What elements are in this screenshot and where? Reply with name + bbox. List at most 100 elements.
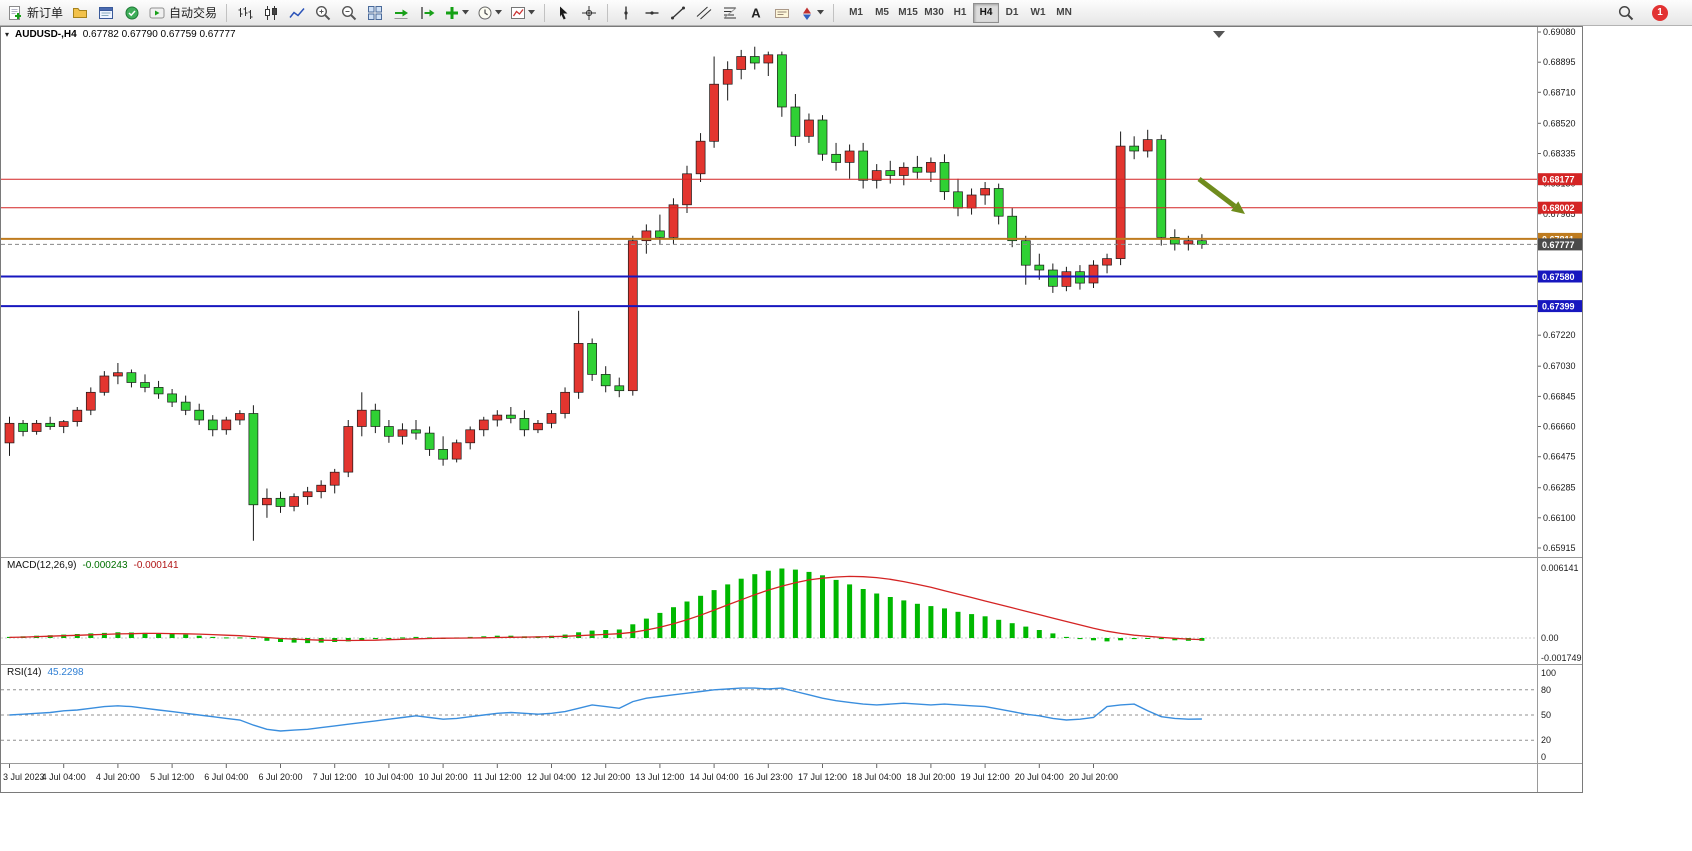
arrow-annotation-head[interactable] <box>1231 201 1245 214</box>
zoom-in-icon <box>316 5 331 20</box>
svg-text:6 Jul 04:00: 6 Jul 04:00 <box>204 772 248 782</box>
auto-trading-icon <box>149 7 165 18</box>
timeframe-mn-button[interactable]: MN <box>1051 3 1077 23</box>
macd-pane-canvas[interactable] <box>1 558 1537 664</box>
chart-shift-button[interactable] <box>415 2 439 24</box>
fibonacci-button[interactable] <box>718 2 742 24</box>
svg-text:0.00: 0.00 <box>1541 633 1559 643</box>
rsi-pane-canvas[interactable] <box>1 665 1537 763</box>
main-chart-canvas[interactable] <box>1 27 1537 557</box>
rsi-indicator-label: RSI(14) 45.2298 <box>7 667 84 678</box>
text-button[interactable]: A <box>744 2 768 24</box>
price-line-label <box>1538 173 1582 186</box>
trendline-button[interactable] <box>666 2 690 24</box>
svg-text:10 Jul 04:00: 10 Jul 04:00 <box>364 772 413 782</box>
zoom-out-button[interactable] <box>337 2 361 24</box>
svg-text:16 Jul 23:00: 16 Jul 23:00 <box>744 772 793 782</box>
rsi-axis[interactable]: 100 80 50 20 0 <box>1538 665 1582 763</box>
new-order-button[interactable]: 新订单 <box>4 2 66 24</box>
candlestick-chart-button[interactable] <box>259 2 283 24</box>
svg-text:0.68710: 0.68710 <box>1543 87 1576 97</box>
pane-separator[interactable] <box>1 557 1582 558</box>
chart-window: ▾ AUDUSD-,H4 0.67782 0.67790 0.67759 0.6… <box>0 26 1583 793</box>
line-chart-button[interactable] <box>285 2 309 24</box>
timeframe-h4-button[interactable]: H4 <box>973 2 1000 23</box>
arrows-button[interactable] <box>796 2 827 24</box>
cursor-button[interactable] <box>551 2 575 24</box>
svg-text:17 Jul 12:00: 17 Jul 12:00 <box>798 772 847 782</box>
rsi-line <box>9 687 1202 732</box>
timeframe-m15-button[interactable]: M15 <box>895 3 921 23</box>
timeframe-w1-button[interactable]: W1 <box>1025 3 1051 23</box>
toolbar-separator <box>607 3 609 22</box>
timeframe-d1-button[interactable]: D1 <box>999 3 1025 23</box>
macd-title: MACD(12,26,9) <box>7 560 77 571</box>
svg-text:0.66285: 0.66285 <box>1543 483 1576 493</box>
svg-text:0.67399: 0.67399 <box>1542 302 1575 312</box>
indicators-button[interactable] <box>441 2 472 24</box>
periods-icon <box>478 6 492 19</box>
svg-text:-0.001749: -0.001749 <box>1541 653 1582 663</box>
svg-text:100: 100 <box>1541 668 1556 678</box>
rsi-title: RSI(14) <box>7 667 42 678</box>
text-icon: A <box>751 5 761 20</box>
tile-windows-button[interactable] <box>363 2 387 24</box>
pane-separator[interactable] <box>1 664 1582 665</box>
macd-signal-line <box>9 575 1202 642</box>
svg-text:20 Jul 04:00: 20 Jul 04:00 <box>1015 772 1064 782</box>
price-axis[interactable]: 0.69080 0.68895 0.68710 0.68520 0.68335 0.681… <box>1538 27 1582 557</box>
svg-text:0.67777: 0.67777 <box>1542 240 1575 250</box>
bar-chart-icon <box>238 6 253 19</box>
profiles-icon <box>73 7 88 18</box>
svg-text:3 Jul 2023: 3 Jul 2023 <box>3 772 45 782</box>
search-button[interactable] <box>1611 1 1641 25</box>
pane-separator[interactable] <box>1 763 1582 764</box>
templates-icon <box>511 6 526 19</box>
svg-text:20 Jul 20:00: 20 Jul 20:00 <box>1069 772 1118 782</box>
svg-text:50: 50 <box>1541 710 1551 720</box>
oneclick-toggle-icon[interactable]: ▾ <box>5 30 10 39</box>
price-line-label <box>1538 201 1582 214</box>
arrow-annotation[interactable] <box>1197 177 1237 209</box>
axis-separator <box>1537 27 1538 792</box>
timeframe-h1-button[interactable]: H1 <box>947 3 973 23</box>
svg-text:18 Jul 20:00: 18 Jul 20:00 <box>906 772 955 782</box>
svg-text:0.66100: 0.66100 <box>1543 513 1576 523</box>
price-line-label <box>1538 300 1582 313</box>
svg-text:14 Jul 04:00: 14 Jul 04:00 <box>690 772 739 782</box>
macd-axis[interactable]: 0.006141 0.00 -0.001749 <box>1538 558 1582 664</box>
channel-button[interactable] <box>692 2 716 24</box>
notification-badge[interactable]: 1 <box>1652 4 1668 21</box>
chart-shift-marker[interactable] <box>1213 31 1225 38</box>
timeframe-m30-button[interactable]: M30 <box>921 3 947 23</box>
dropdown-caret-icon <box>817 10 825 15</box>
vertical-line-button[interactable] <box>614 2 638 24</box>
svg-text:4 Jul 20:00: 4 Jul 20:00 <box>96 772 140 782</box>
symbol-period-label: AUDUSD-,H4 <box>15 29 77 40</box>
channel-icon <box>696 6 712 19</box>
svg-text:18 Jul 04:00: 18 Jul 04:00 <box>852 772 901 782</box>
bar-chart-button[interactable] <box>233 2 257 24</box>
timeframe-m5-button[interactable]: M5 <box>869 3 895 23</box>
crosshair-button[interactable] <box>577 2 601 24</box>
terminal-button[interactable] <box>94 2 118 24</box>
strategy-tester-button[interactable] <box>120 2 144 24</box>
auto-scroll-button[interactable] <box>389 2 413 24</box>
timeframe-m1-button[interactable]: M1 <box>843 3 869 23</box>
svg-text:5 Jul 12:00: 5 Jul 12:00 <box>150 772 194 782</box>
horizontal-line-button[interactable] <box>640 2 664 24</box>
periods-button[interactable] <box>474 2 505 24</box>
zoom-in-button[interactable] <box>311 2 335 24</box>
templates-button[interactable] <box>507 2 538 24</box>
toolbar-separator <box>226 3 228 22</box>
profiles-button[interactable] <box>68 2 92 24</box>
dropdown-caret-icon <box>528 10 536 15</box>
auto-trading-button[interactable]: 自动交易 <box>146 2 220 24</box>
price-line-label <box>1538 270 1582 283</box>
rsi-value: 45.2298 <box>47 667 84 678</box>
svg-text:0.67580: 0.67580 <box>1542 272 1575 282</box>
symbol-header: ▾ AUDUSD-,H4 0.67782 0.67790 0.67759 0.6… <box>5 29 236 40</box>
text-label-button[interactable] <box>770 2 794 24</box>
macd-indicator-label: MACD(12,26,9) -0.000243 -0.000141 <box>7 560 179 571</box>
